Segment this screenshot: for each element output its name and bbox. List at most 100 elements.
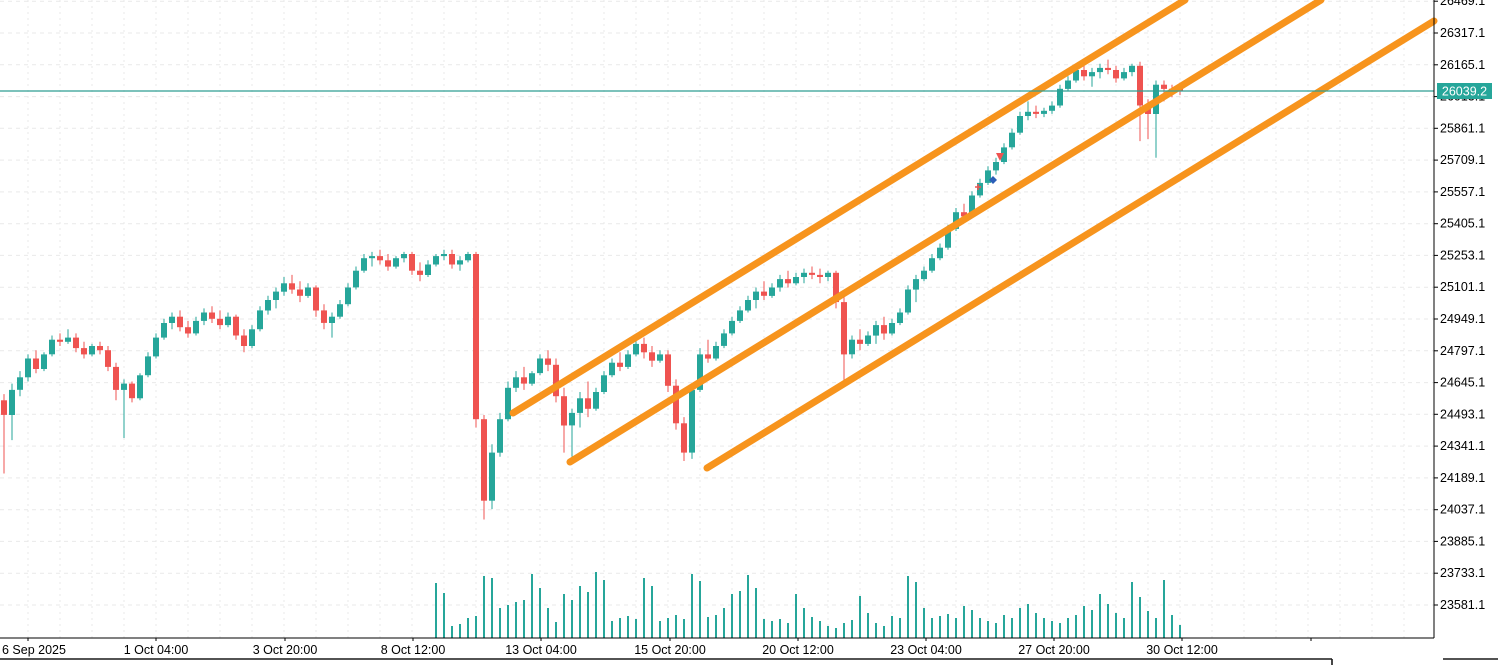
price-axis-label: 24493.1 xyxy=(1440,407,1485,421)
volume-bar xyxy=(579,586,581,638)
volume-bar xyxy=(483,576,485,638)
volume-bar xyxy=(499,608,501,638)
candle-body xyxy=(337,304,343,317)
candle-body xyxy=(33,358,39,369)
volume-bar xyxy=(723,608,725,638)
candle-body xyxy=(481,419,487,501)
candle-body xyxy=(25,358,31,378)
candle-body xyxy=(913,279,919,290)
candle-body xyxy=(961,212,967,217)
candle-body xyxy=(921,270,927,280)
volume-bar xyxy=(971,610,973,638)
candle-body xyxy=(169,316,175,323)
time-axis-label: 3 Oct 20:00 xyxy=(253,643,318,657)
candle-body xyxy=(585,398,591,409)
candle-body xyxy=(785,279,791,284)
current-price-tag: 26039.2 xyxy=(1437,83,1492,99)
time-axis-label: 23 Oct 04:00 xyxy=(890,643,962,657)
volume-bar xyxy=(803,608,805,638)
candle-body xyxy=(697,354,703,390)
volume-bar xyxy=(1131,582,1133,638)
candle-body xyxy=(905,289,911,313)
candle-body xyxy=(513,377,519,388)
candle-body xyxy=(393,258,399,267)
candle-body xyxy=(881,325,887,334)
candle-body xyxy=(833,272,839,303)
candle-body xyxy=(249,329,255,346)
volume-bar xyxy=(939,616,941,638)
candle-body xyxy=(657,354,663,361)
time-axis-label: 30 Oct 12:00 xyxy=(1146,643,1218,657)
candle-body xyxy=(945,228,951,248)
candle-body xyxy=(1073,70,1079,81)
candle-body xyxy=(537,358,543,374)
volume-bar xyxy=(771,621,773,638)
volume-bar xyxy=(507,605,509,638)
candle-body xyxy=(505,387,511,420)
candle-body xyxy=(1105,67,1111,70)
candle-body xyxy=(841,302,847,355)
candle-body xyxy=(1065,80,1071,89)
candle-body xyxy=(241,335,247,346)
current-price-value: 26039.2 xyxy=(1442,85,1487,99)
candle-body xyxy=(609,362,615,376)
volume-bar xyxy=(699,581,701,638)
candle-body xyxy=(273,291,279,300)
price-axis[interactable]: 26469.126317.126165.126013.125861.125709… xyxy=(1434,0,1485,612)
buy-arrow-icon xyxy=(989,176,997,184)
volume-bar xyxy=(731,594,733,638)
candle-body xyxy=(353,270,359,288)
time-axis[interactable]: 6 Sep 2025 1 Oct 04:00 3 Oct 20:00 8 Oct 12… xyxy=(2,638,1312,657)
price-axis-label: 25861.1 xyxy=(1440,121,1485,135)
volume-bar xyxy=(595,572,597,638)
candle-body xyxy=(305,287,311,296)
candle-body xyxy=(121,383,127,390)
volume-bar xyxy=(1043,618,1045,638)
candle-body xyxy=(465,254,471,261)
trendline-channel-upper[interactable] xyxy=(509,0,1189,417)
candle-body xyxy=(545,358,551,365)
candle-body xyxy=(553,364,559,397)
trade-markers xyxy=(975,153,1004,190)
price-axis-label: 26469.1 xyxy=(1440,0,1485,8)
volume-bar xyxy=(755,588,757,638)
candle-body xyxy=(313,287,319,311)
candle-body xyxy=(401,254,407,259)
candle-body xyxy=(1033,111,1039,114)
volume-bar xyxy=(1107,604,1109,638)
price-axis-label: 25253.1 xyxy=(1440,248,1485,262)
candle-body xyxy=(265,300,271,311)
candle-body xyxy=(185,327,191,334)
candle-body xyxy=(209,312,215,319)
trendline-channel-middle[interactable] xyxy=(566,0,1325,466)
volume-bar xyxy=(491,578,493,638)
candle-body xyxy=(1097,67,1103,73)
price-axis-label: 25557.1 xyxy=(1440,185,1485,199)
volume-bar xyxy=(1099,594,1101,638)
price-axis-label: 24189.1 xyxy=(1440,471,1485,485)
candle-body xyxy=(993,162,999,171)
volume-bar xyxy=(811,617,813,638)
volume-bar xyxy=(643,578,645,638)
bottom-chrome xyxy=(0,658,1498,665)
time-axis-label: 27 Oct 20:00 xyxy=(1018,643,1090,657)
candle-body xyxy=(217,318,223,326)
volume-bar xyxy=(659,621,661,638)
price-axis-label: 25709.1 xyxy=(1440,153,1485,167)
volume-bar xyxy=(603,580,605,638)
candle-body xyxy=(345,287,351,305)
price-axis-label: 23885.1 xyxy=(1440,534,1485,548)
volume-bar xyxy=(843,623,845,638)
trendline-channel-lower[interactable] xyxy=(703,17,1438,472)
volume-bar xyxy=(1091,610,1093,638)
candle-body xyxy=(433,256,439,265)
price-axis-label: 24037.1 xyxy=(1440,503,1485,517)
volume-bar xyxy=(1059,623,1061,638)
volume-bar xyxy=(587,592,589,638)
volume-bar xyxy=(1035,613,1037,638)
volume-bar xyxy=(947,614,949,638)
volume-bar xyxy=(763,619,765,638)
time-axis-label: 13 Oct 04:00 xyxy=(505,643,577,657)
candle-body xyxy=(1081,70,1087,77)
